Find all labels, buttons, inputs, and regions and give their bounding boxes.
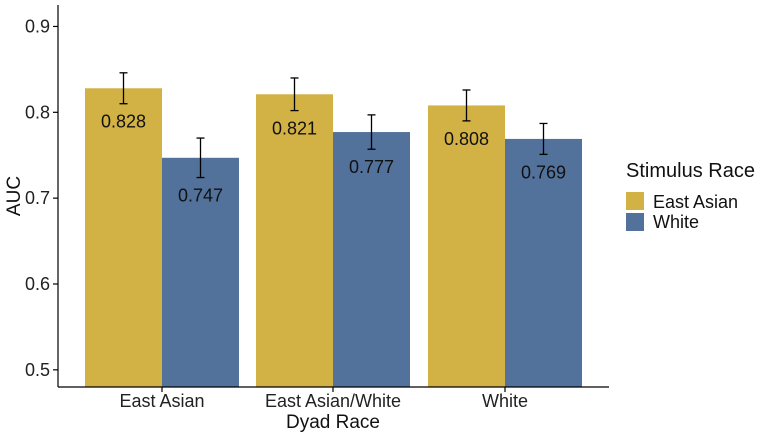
error-bar-east-asian-white [196, 137, 205, 179]
legend: Stimulus Race East Asian White [626, 160, 755, 232]
bar-white-white [505, 138, 582, 387]
bars-layer [85, 88, 582, 388]
bar-east-asian-white [162, 157, 239, 387]
x-tick-label-white: White [482, 391, 528, 411]
bar-white-east-asian [428, 105, 505, 388]
data-labels-layer: 0.828 0.821 0.808 0.747 0.777 0.769 [101, 112, 566, 206]
error-bar-east-asian-white-white [367, 114, 376, 150]
error-bars-layer [119, 72, 548, 179]
x-ticks-layer: East Asian East Asian/White White [119, 387, 528, 411]
data-label-east-asian-east-asian: 0.828 [101, 112, 146, 132]
y-tick-label: 0.9 [25, 16, 50, 36]
data-label-east-asian-white-white: 0.777 [349, 157, 394, 177]
y-tick-label: 0.7 [25, 188, 50, 208]
legend-title: Stimulus Race [626, 160, 755, 182]
bar-east-asian-white-east-asian [256, 94, 333, 388]
y-ticks-layer: 0.5 0.6 0.7 0.8 0.9 [25, 16, 58, 380]
y-axis-title: AUC [4, 176, 25, 216]
x-axis-title: Dyad Race [286, 412, 380, 433]
error-bar-white-white [539, 122, 548, 156]
bar-east-asian-east-asian [85, 88, 162, 387]
legend-swatch-east-asian [626, 192, 644, 210]
legend-label-east-asian: East Asian [653, 192, 738, 212]
data-label-white-white: 0.769 [521, 162, 566, 182]
x-tick-label-east-asian-white: East Asian/White [265, 391, 401, 411]
error-bar-east-asian-east-asian [119, 72, 128, 105]
data-label-east-asian-white-east-asian: 0.821 [272, 119, 317, 139]
legend-label-white: White [653, 212, 699, 232]
y-tick-label: 0.6 [25, 274, 50, 294]
legend-swatch-white [626, 213, 644, 231]
error-bar-white-east-asian [462, 89, 471, 122]
data-label-white-east-asian: 0.808 [444, 129, 489, 149]
data-label-east-asian-white: 0.747 [178, 186, 223, 206]
y-tick-label: 0.8 [25, 102, 50, 122]
bar-east-asian-white-white [333, 132, 410, 387]
x-tick-label-east-asian: East Asian [119, 391, 204, 411]
error-bar-east-asian-white-east-asian [290, 77, 299, 112]
y-tick-label: 0.5 [25, 360, 50, 380]
